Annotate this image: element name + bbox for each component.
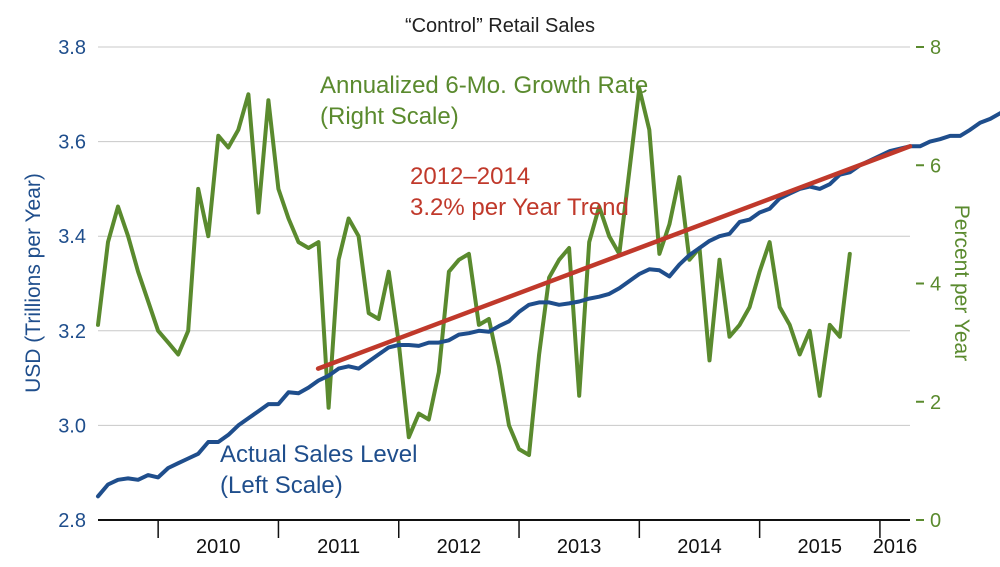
x-tick-label: 2014 [677,536,722,558]
right-tick-label: 2 [930,392,941,414]
trend-annotation-line1: 2012–2014 [410,163,530,190]
left-axis-title: USD (Trillions per Year) [22,173,45,393]
trend-line [315,144,913,371]
growth-rate-line [96,86,852,457]
right-axis-ticks: 0 2 4 6 8 [916,37,941,532]
right-tick-label: 4 [930,274,941,296]
x-tick-label: 2011 [317,536,360,558]
left-tick-label: 3.6 [58,132,86,154]
right-tick-label: 0 [930,510,941,532]
chart-title: “Control” Retail Sales [405,15,595,37]
left-tick-label: 3.8 [58,37,86,59]
sales-level-line [96,111,1000,499]
sales-annotation-line2: (Left Scale) [220,472,343,499]
trend-annotation-line2: 3.2% per Year Trend [410,194,629,221]
right-axis-title: Percent per Year [950,205,973,361]
x-axis-ticks: 2010 2011 2012 2013 2014 2015 2016 [157,520,918,558]
left-tick-label: 2.8 [58,510,86,532]
x-tick-label: 2015 [798,536,843,558]
series-layer [96,86,1000,499]
left-tick-label: 3.0 [58,415,86,437]
right-tick-label: 8 [930,37,941,59]
growth-annotation-line1: Annualized 6-Mo. Growth Rate [320,72,648,99]
x-tick-label: 2013 [557,536,602,558]
x-tick-label: 2012 [437,536,482,558]
left-axis-ticks: 2.8 3.0 3.2 3.4 3.6 3.8 [58,37,86,532]
growth-annotation-line2: (Right Scale) [320,103,459,130]
x-tick-label: 2016 [873,536,918,558]
x-tick-label: 2010 [196,536,241,558]
left-tick-label: 3.2 [58,321,86,343]
left-tick-label: 3.4 [58,226,86,248]
sales-annotation-line1: Actual Sales Level [220,441,417,468]
gridlines [98,46,910,426]
right-tick-label: 6 [930,155,941,177]
